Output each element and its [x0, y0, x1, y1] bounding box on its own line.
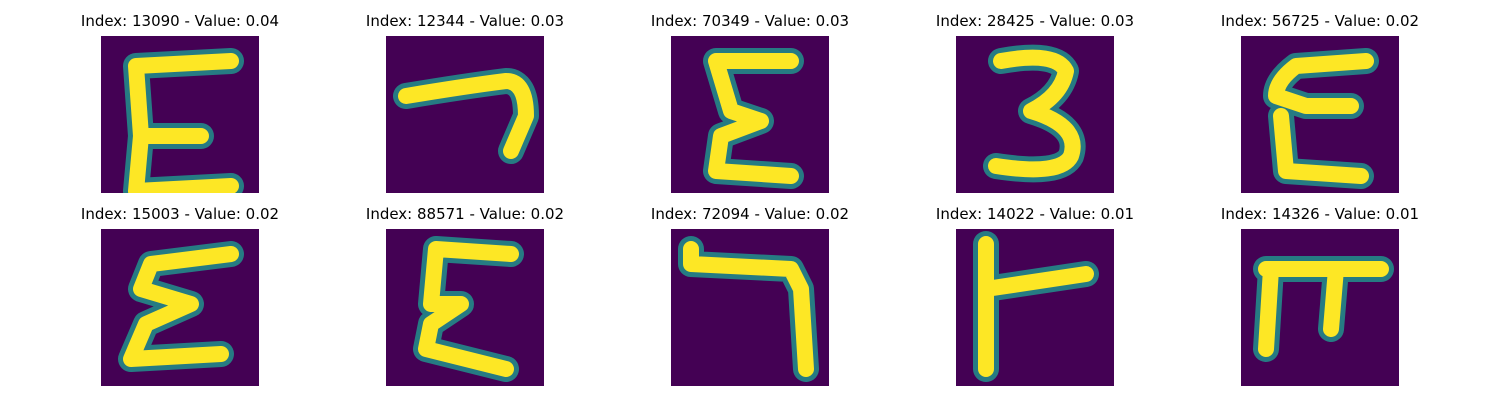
digit-image [671, 229, 829, 386]
digit-image [956, 229, 1114, 386]
glyph-e [671, 36, 829, 193]
glyph-e [101, 36, 259, 193]
glyph-rotated-t [956, 229, 1114, 386]
panel-title: Index: 14022 - Value: 0.01 [935, 205, 1135, 223]
glyph-e [1241, 36, 1399, 193]
panel-title: Index: 88571 - Value: 0.02 [365, 205, 565, 223]
digit-image [956, 36, 1114, 193]
digit-image [101, 229, 259, 386]
glyph-pi [1241, 229, 1399, 386]
panel-title: Index: 28425 - Value: 0.03 [935, 12, 1135, 30]
glyph-hook [671, 229, 829, 386]
digit-image [386, 36, 544, 193]
panel-title: Index: 70349 - Value: 0.03 [650, 12, 850, 30]
digit-image [101, 36, 259, 193]
digit-image [386, 229, 544, 386]
panel-title: Index: 15003 - Value: 0.02 [80, 205, 280, 223]
digit-image [671, 36, 829, 193]
panel-title: Index: 13090 - Value: 0.04 [80, 12, 280, 30]
glyph-3 [956, 36, 1114, 193]
glyph-hook [386, 36, 544, 193]
panel-title: Index: 72094 - Value: 0.02 [650, 205, 850, 223]
digit-image [1241, 36, 1399, 193]
digit-image [1241, 229, 1399, 386]
panel-title: Index: 12344 - Value: 0.03 [365, 12, 565, 30]
glyph-e [386, 229, 544, 386]
panel-title: Index: 14326 - Value: 0.01 [1220, 205, 1420, 223]
glyph-e [101, 229, 259, 386]
panel-title: Index: 56725 - Value: 0.02 [1220, 12, 1420, 30]
